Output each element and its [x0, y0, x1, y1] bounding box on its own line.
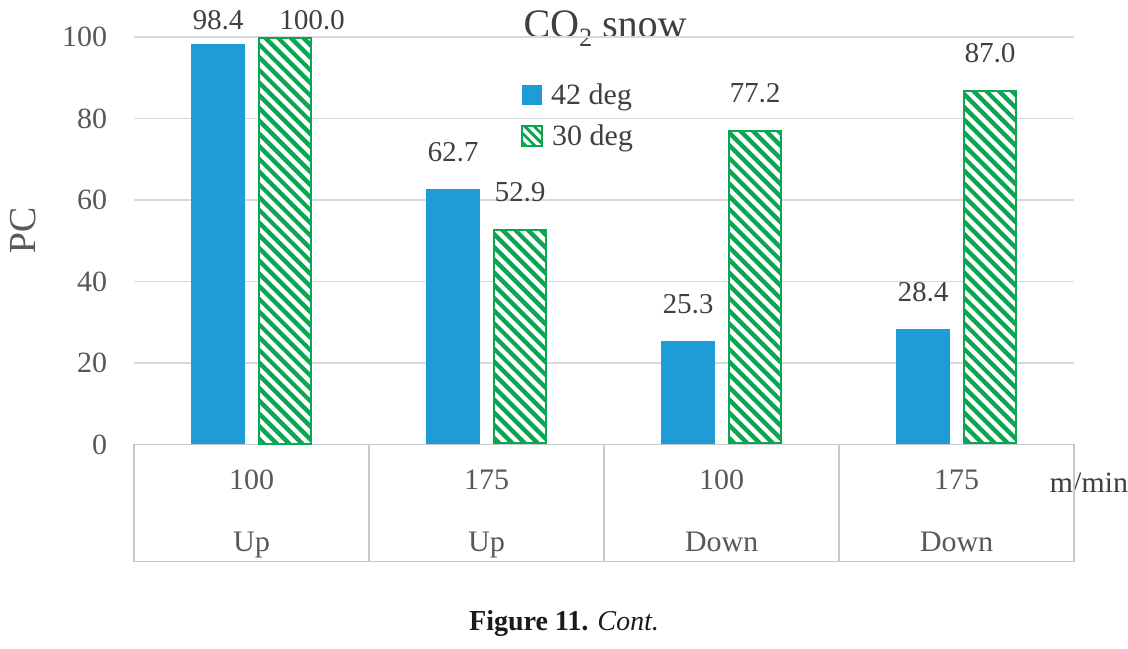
bar-chart: CO2 snow PC 42 deg 30 deg m/min 02040608… [2, 0, 1128, 562]
table-divider-0 [133, 444, 135, 561]
legend-swatch-hatched [521, 125, 543, 147]
bar-42deg-group0 [191, 43, 245, 445]
legend-item-42deg: 42 deg [522, 78, 632, 112]
legend-label-30deg: 30 deg [552, 119, 633, 152]
table-divider-3 [838, 444, 840, 561]
table-divider-2 [603, 444, 605, 561]
legend-item-30deg: 30 deg [521, 119, 633, 153]
bar-value-label-30deg-group0: 100.0 [279, 4, 345, 36]
gridline-40 [134, 280, 1074, 283]
bar-value-label-42deg-group0: 98.4 [192, 4, 244, 36]
category-speed-3: 175 [934, 463, 979, 496]
y-tick-label-40: 40 [77, 264, 107, 298]
bar-42deg-group3 [896, 328, 950, 445]
gridline-100 [134, 36, 1074, 38]
bar-value-label-30deg-group1: 52.9 [494, 175, 546, 208]
category-direction-1: Up [468, 525, 505, 558]
category-speed-2: 100 [699, 463, 744, 496]
table-bottom-border [133, 560, 1075, 562]
y-tick-label-0: 0 [92, 427, 107, 461]
category-speed-1: 175 [464, 463, 509, 496]
chart-title-suffix: snow [592, 1, 687, 46]
y-tick-label-20: 20 [77, 346, 107, 379]
bar-value-label-30deg-group2: 77.2 [729, 76, 781, 109]
bar-30deg-group2 [728, 129, 782, 445]
bar-30deg-group1 [493, 228, 547, 445]
bar-30deg-group0 [258, 37, 312, 445]
category-direction-0: Up [233, 525, 270, 558]
table-divider-4 [1073, 444, 1075, 561]
bar-value-label-42deg-group2: 25.3 [662, 288, 714, 321]
bar-30deg-group3 [963, 89, 1017, 445]
bar-value-label-30deg-group3: 87.0 [964, 36, 1016, 69]
y-tick-label-60: 60 [77, 183, 107, 216]
chart-title: CO2 snow [395, 0, 815, 51]
gridline-20 [134, 362, 1074, 364]
category-speed-0: 100 [229, 463, 274, 496]
category-direction-2: Down [684, 525, 759, 558]
bar-value-label-42deg-group3: 28.4 [897, 275, 949, 308]
bar-42deg-group2 [661, 341, 715, 445]
y-tick-label-100: 100 [62, 20, 107, 53]
gridline-80 [134, 117, 1074, 120]
table-divider-1 [368, 444, 370, 561]
figure-caption: Figure 11. Cont. [0, 606, 1128, 638]
legend-swatch-solid [522, 85, 542, 105]
category-direction-3: Down [919, 525, 994, 558]
gridline-60 [134, 199, 1074, 201]
figure-caption-cont: Cont. [597, 606, 659, 637]
y-tick-label-80: 80 [77, 101, 107, 135]
x-axis-unit-label: m/min [1049, 466, 1128, 499]
chart-title-prefix: CO [523, 1, 580, 46]
figure-caption-label: Figure 11. [469, 606, 589, 637]
bar-42deg-group1 [426, 188, 480, 445]
legend-label-42deg: 42 deg [551, 78, 632, 111]
bar-value-label-42deg-group1: 62.7 [427, 135, 479, 168]
